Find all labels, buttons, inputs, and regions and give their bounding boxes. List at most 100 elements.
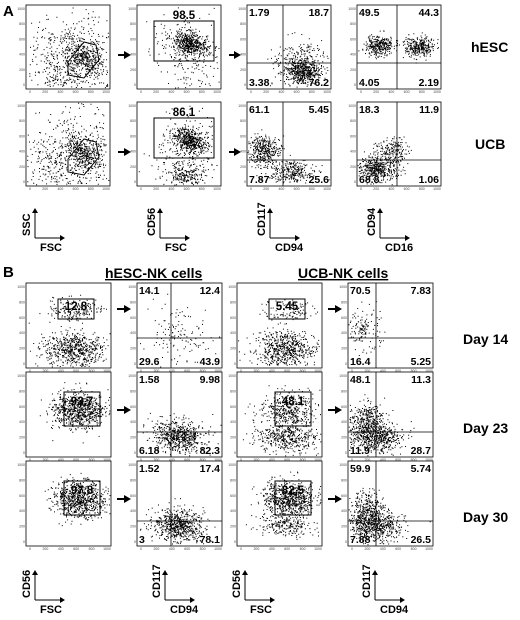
axis-x-label: CD94 bbox=[275, 242, 304, 254]
x-tick-label: 200 bbox=[42, 90, 48, 94]
y-tick-label: 600 bbox=[230, 316, 236, 320]
y-tick-label: 400 bbox=[350, 53, 356, 57]
y-tick-label: 200 bbox=[130, 165, 136, 169]
y-tick-label: 400 bbox=[341, 420, 347, 424]
x-tick-label: 0 bbox=[351, 547, 353, 551]
y-tick-label: 800 bbox=[341, 478, 347, 482]
y-tick-label: 800 bbox=[130, 22, 136, 26]
axis-x-arrow bbox=[405, 235, 410, 241]
quadrant-ur-value: 18.7 bbox=[309, 7, 330, 19]
quadrant-ll-value: 3 bbox=[139, 534, 145, 546]
axis-y-arrow bbox=[377, 208, 383, 213]
y-tick-label: 200 bbox=[240, 165, 246, 169]
y-tick-label: 400 bbox=[230, 509, 236, 513]
y-tick-label: 1000 bbox=[128, 463, 136, 467]
y-tick-label: 600 bbox=[130, 494, 136, 498]
y-tick-label: 400 bbox=[19, 150, 25, 154]
x-tick-label: 1000 bbox=[213, 187, 221, 191]
arrow-head bbox=[124, 51, 131, 59]
y-tick-label: 600 bbox=[350, 134, 356, 138]
axis-y-arrow bbox=[267, 208, 273, 213]
arrow bbox=[118, 148, 131, 156]
y-tick-label: 1000 bbox=[128, 374, 136, 378]
quadrant-ul-value: 59.9 bbox=[350, 463, 371, 475]
y-tick-label: 400 bbox=[341, 509, 347, 513]
gate-percent: 5.45 bbox=[276, 301, 299, 313]
x-tick-label: 600 bbox=[404, 187, 410, 191]
y-tick-label: 200 bbox=[130, 68, 136, 72]
arrow-head bbox=[124, 495, 131, 503]
x-tick-label: 400 bbox=[57, 187, 63, 191]
event-dots bbox=[28, 294, 108, 324]
x-tick-label: 200 bbox=[364, 547, 370, 551]
panel-a-letter: A bbox=[3, 3, 14, 20]
x-tick-label: 800 bbox=[200, 458, 206, 462]
quadrant-lr-value: 82.3 bbox=[200, 445, 221, 457]
y-tick-label: 800 bbox=[130, 389, 136, 393]
quadrant-ur-value: 12.4 bbox=[200, 285, 221, 297]
plot-frame bbox=[347, 371, 434, 458]
x-tick-label: 600 bbox=[294, 187, 300, 191]
event-dots bbox=[155, 23, 217, 63]
x-tick-label: 800 bbox=[300, 547, 306, 551]
y-tick-label: 0 bbox=[345, 540, 347, 544]
y-tick-label: 600 bbox=[130, 134, 136, 138]
x-tick-label: 400 bbox=[168, 187, 174, 191]
x-tick-label: 800 bbox=[411, 458, 417, 462]
axis-y-arrow bbox=[32, 208, 38, 213]
arrow-head bbox=[335, 495, 342, 503]
arrow-head bbox=[124, 148, 131, 156]
x-tick-label: 600 bbox=[184, 187, 190, 191]
x-tick-label: 600 bbox=[73, 369, 79, 373]
x-tick-label: 600 bbox=[73, 187, 79, 191]
x-tick-label: 600 bbox=[73, 458, 79, 462]
x-tick-label: 0 bbox=[351, 458, 353, 462]
day-label-14: Day 14 bbox=[463, 331, 508, 347]
x-tick-label: 200 bbox=[42, 369, 48, 373]
y-tick-label: 200 bbox=[130, 436, 136, 440]
y-tick-label: 1000 bbox=[238, 104, 246, 108]
y-tick-label: 800 bbox=[19, 22, 25, 26]
x-tick-label: 200 bbox=[364, 369, 370, 373]
x-tick-label: 0 bbox=[140, 369, 142, 373]
quadrant-ur-value: 7.83 bbox=[411, 285, 432, 297]
plot-frame bbox=[25, 371, 112, 458]
x-tick-label: 600 bbox=[284, 369, 290, 373]
x-tick-label: 800 bbox=[300, 369, 306, 373]
quadrant-ul-value: 18.3 bbox=[359, 104, 380, 116]
x-tick-label: 800 bbox=[419, 90, 425, 94]
y-tick-label: 600 bbox=[19, 494, 25, 498]
quadrant-ll-value: 11.9 bbox=[350, 445, 370, 457]
arrow-head bbox=[335, 305, 342, 313]
y-tick-label: 600 bbox=[230, 494, 236, 498]
axis-y-arrow bbox=[242, 570, 248, 575]
plot-cd56-fsc-day: 00 200 200 400 400 600 600 800 800 1000 1000 5.45 bbox=[228, 282, 323, 373]
x-tick-label: 0 bbox=[140, 458, 142, 462]
y-tick-label: 0 bbox=[23, 540, 25, 544]
event-dots bbox=[259, 299, 318, 325]
quadrant-ur-value: 5.74 bbox=[411, 463, 432, 475]
y-tick-label: 0 bbox=[134, 180, 136, 184]
axis-x-label: CD94 bbox=[170, 604, 199, 615]
arrow bbox=[328, 305, 342, 313]
arrow-head bbox=[335, 406, 342, 414]
y-tick-label: 0 bbox=[354, 180, 356, 184]
arrow-head bbox=[124, 406, 131, 414]
axis-indicator: CD117 CD94 bbox=[151, 564, 199, 616]
plot-layer: 0020020040040060060080080010001000002002… bbox=[17, 4, 442, 616]
x-tick-label: 600 bbox=[404, 90, 410, 94]
polygon-gate bbox=[67, 41, 100, 79]
day-label-30: Day 30 bbox=[463, 509, 508, 525]
y-tick-label: 400 bbox=[230, 420, 236, 424]
x-tick-label: 1000 bbox=[103, 369, 111, 373]
event-dots bbox=[348, 501, 431, 546]
event-dots bbox=[247, 129, 285, 169]
axis-x-arrow bbox=[60, 235, 65, 241]
x-tick-label: 800 bbox=[411, 369, 417, 373]
plot-frame bbox=[347, 460, 434, 547]
x-tick-label: 1000 bbox=[102, 90, 110, 94]
